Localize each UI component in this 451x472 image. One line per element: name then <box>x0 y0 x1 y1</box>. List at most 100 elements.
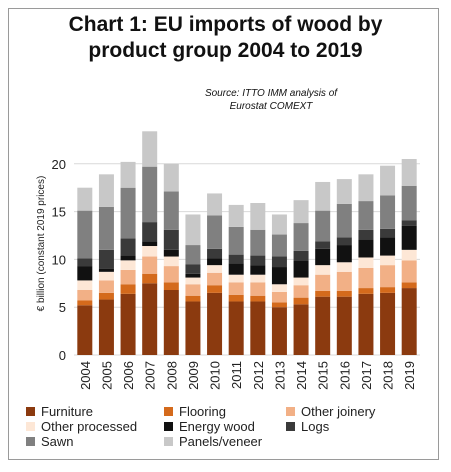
bar-segment <box>98 292 114 300</box>
chart-title: Chart 1: EU imports of wood by product g… <box>0 12 451 64</box>
bar-segment <box>401 220 417 226</box>
bar-segment <box>185 273 201 278</box>
bar-segment <box>336 245 352 263</box>
bar-segment <box>250 295 266 302</box>
source-line-1: Source: ITTO IMM analysis of <box>204 88 338 99</box>
bar-segment <box>185 301 201 355</box>
bar-segment <box>380 287 396 293</box>
x-tick-label: 2005 <box>99 361 114 390</box>
bar-segment <box>228 226 244 255</box>
bar-segment <box>250 202 266 230</box>
bar-segment <box>163 229 179 250</box>
bar-segment <box>336 203 352 238</box>
bar-segment <box>380 292 396 355</box>
legend-item: Panels/veneer <box>164 434 262 449</box>
bar-segment <box>120 269 136 285</box>
legend-swatch <box>164 437 173 446</box>
bar-segment <box>315 290 331 297</box>
bar-segment <box>185 277 201 285</box>
bar-segment <box>228 263 244 275</box>
bar-segment <box>336 237 352 246</box>
bar-segment <box>207 285 223 293</box>
bar-segment <box>293 297 309 305</box>
bar-segment <box>120 260 136 270</box>
bar-segment <box>98 174 114 207</box>
y-tick-label: 20 <box>52 157 66 172</box>
x-tick-label: 2009 <box>186 361 201 390</box>
legend-label: Panels/veneer <box>179 434 263 449</box>
bar-segment <box>120 284 136 294</box>
bar-segment <box>98 249 114 269</box>
bar-segment <box>185 264 201 274</box>
legend-item: Energy wood <box>164 419 255 434</box>
bar-segment <box>380 237 396 256</box>
bar-segment <box>98 206 114 250</box>
bar-segment <box>358 288 374 294</box>
bar-segment <box>77 266 93 281</box>
x-tick-label: 2013 <box>272 361 287 390</box>
bar-segment <box>401 288 417 355</box>
x-tick-label: 2018 <box>381 361 396 390</box>
legend-item: Sawn <box>26 434 74 449</box>
bar-segment <box>293 200 309 224</box>
bar-segment <box>207 272 223 286</box>
x-tick-label: 2014 <box>294 361 309 390</box>
bar-segment <box>77 280 93 290</box>
bar-segment <box>271 214 287 235</box>
bar-segment <box>271 307 287 355</box>
bar-segment <box>163 289 179 355</box>
bar-segment <box>142 241 158 247</box>
bar-segment <box>185 245 201 265</box>
y-tick-label: 15 <box>52 205 66 220</box>
bar-segment <box>315 248 331 266</box>
legend-label: Furniture <box>41 404 94 419</box>
bar-segment <box>271 302 287 308</box>
bar-segment <box>142 131 158 167</box>
bar-segment <box>271 234 287 257</box>
bar-segment <box>315 181 331 211</box>
bar-segment <box>358 239 374 258</box>
legend-swatch <box>286 422 295 431</box>
bar-segment <box>250 301 266 355</box>
bar-segment <box>77 187 93 211</box>
x-tick-label: 2004 <box>78 361 93 390</box>
bar-segment <box>315 274 331 291</box>
legend-item: Furniture <box>26 404 93 419</box>
bar-segment <box>98 299 114 355</box>
bar-segment <box>358 257 374 269</box>
bar-segment <box>228 204 244 227</box>
bar-segment <box>271 284 287 292</box>
bar-segment <box>163 249 179 257</box>
bar-segment <box>380 195 396 229</box>
bar-segment <box>207 292 223 355</box>
legend-swatch <box>164 422 173 431</box>
bar-segment <box>271 256 287 268</box>
bar-segment <box>293 250 309 261</box>
bar-segment <box>401 249 417 261</box>
bar-segment <box>250 255 266 266</box>
chart-legend: Furniture Flooring Other joinery Other proc… <box>26 404 426 456</box>
x-tick-label: 2011 <box>229 361 244 389</box>
bar-segment <box>401 282 417 289</box>
bar-segment <box>293 304 309 355</box>
chart-title-line-2: product group 2004 to 2019 <box>88 39 363 62</box>
bar-segment <box>142 246 158 257</box>
bar-segment <box>120 255 136 261</box>
chart-source-note: Source: ITTO IMM analysis of Eurostat CO… <box>196 87 346 113</box>
legend-label: Sawn <box>41 434 74 449</box>
bar-segment <box>185 214 201 246</box>
bar-segment <box>380 165 396 196</box>
bar-segment <box>336 296 352 355</box>
source-line-2: Eurostat COMEXT <box>229 101 313 112</box>
bar-segment <box>228 294 244 302</box>
bar-segment <box>293 223 309 251</box>
x-tick-label: 2016 <box>337 361 352 390</box>
legend-swatch <box>164 407 173 416</box>
bar-segment <box>228 301 244 355</box>
x-tick-label: 2010 <box>208 361 223 390</box>
x-tick-label: 2012 <box>251 361 266 390</box>
bar-segment <box>120 187 136 239</box>
x-tick-label: 2008 <box>164 361 179 390</box>
bar-segment <box>207 193 223 216</box>
